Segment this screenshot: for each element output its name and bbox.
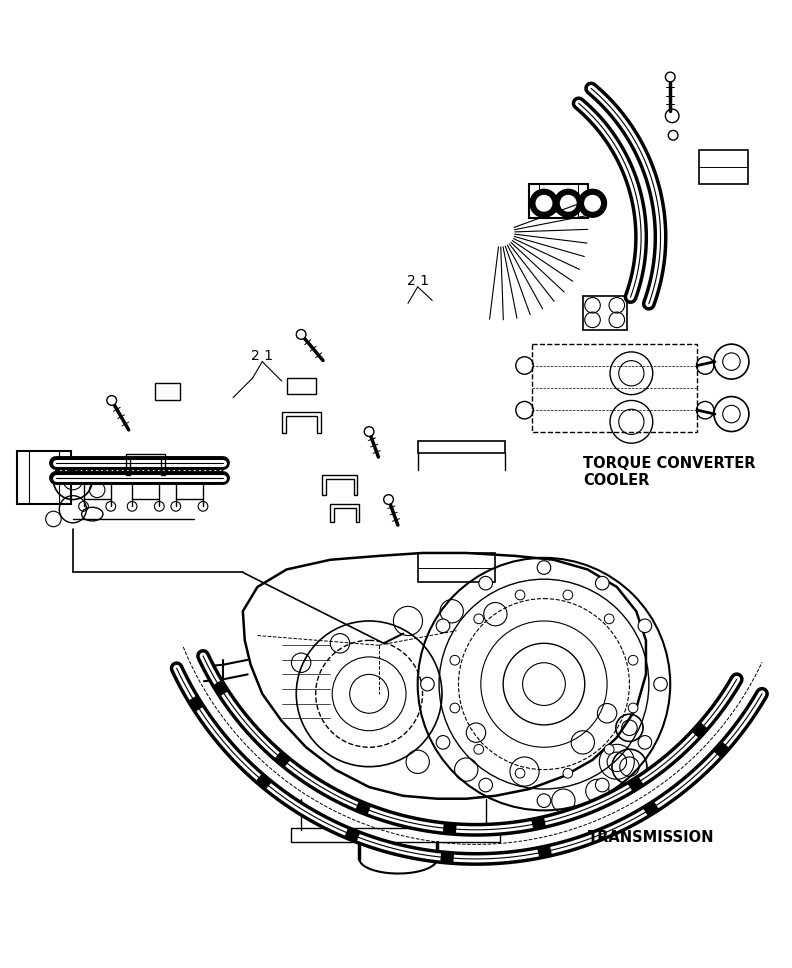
Circle shape [531,190,558,217]
Circle shape [604,744,614,754]
Circle shape [421,678,434,691]
Bar [583,295,626,329]
Polygon shape [356,802,371,814]
Text: 2 1: 2 1 [406,274,428,288]
Polygon shape [275,752,290,767]
Circle shape [474,744,484,754]
Circle shape [604,614,614,623]
Circle shape [450,655,459,665]
Bar [417,441,505,453]
Circle shape [665,109,679,123]
Polygon shape [692,722,707,738]
Circle shape [436,736,450,749]
Bar [529,184,588,218]
Text: TRANSMISSION: TRANSMISSION [588,830,714,845]
Text: 2 1: 2 1 [251,348,273,363]
Circle shape [474,614,484,623]
Circle shape [628,703,638,712]
Polygon shape [345,829,360,841]
Polygon shape [444,824,456,834]
Circle shape [383,495,394,504]
Circle shape [479,778,493,792]
Polygon shape [256,774,272,789]
Circle shape [561,196,576,211]
Circle shape [638,736,652,749]
Bar [287,378,316,394]
Circle shape [584,196,600,211]
Bar [17,451,71,504]
Circle shape [665,73,675,82]
Circle shape [596,576,609,590]
Circle shape [653,678,668,691]
Bar [291,828,501,842]
Circle shape [516,590,525,600]
Circle shape [479,576,493,590]
Circle shape [364,427,374,437]
Circle shape [450,703,459,712]
Bar [417,553,495,582]
Circle shape [579,190,606,217]
Circle shape [628,655,638,665]
Circle shape [536,196,552,211]
Circle shape [563,590,573,600]
Circle shape [296,329,306,339]
Bar [699,150,748,184]
Text: TORQUE CONVERTER
COOLER: TORQUE CONVERTER COOLER [583,456,756,488]
Polygon shape [628,777,643,791]
Bar [176,483,203,499]
Bar [132,483,159,499]
Circle shape [537,794,550,807]
Bar [532,344,698,432]
Polygon shape [532,817,545,830]
Circle shape [668,131,678,140]
Circle shape [638,619,652,633]
Polygon shape [714,742,729,757]
Circle shape [596,778,609,792]
Circle shape [516,769,525,778]
Circle shape [554,190,582,217]
Bar [83,483,111,499]
Polygon shape [441,853,453,863]
Circle shape [436,619,450,633]
Polygon shape [188,696,203,711]
Circle shape [563,769,573,778]
Polygon shape [643,802,658,816]
Bar [155,383,180,401]
Circle shape [537,560,550,574]
Circle shape [107,396,116,406]
Polygon shape [213,681,228,696]
Polygon shape [538,846,551,858]
